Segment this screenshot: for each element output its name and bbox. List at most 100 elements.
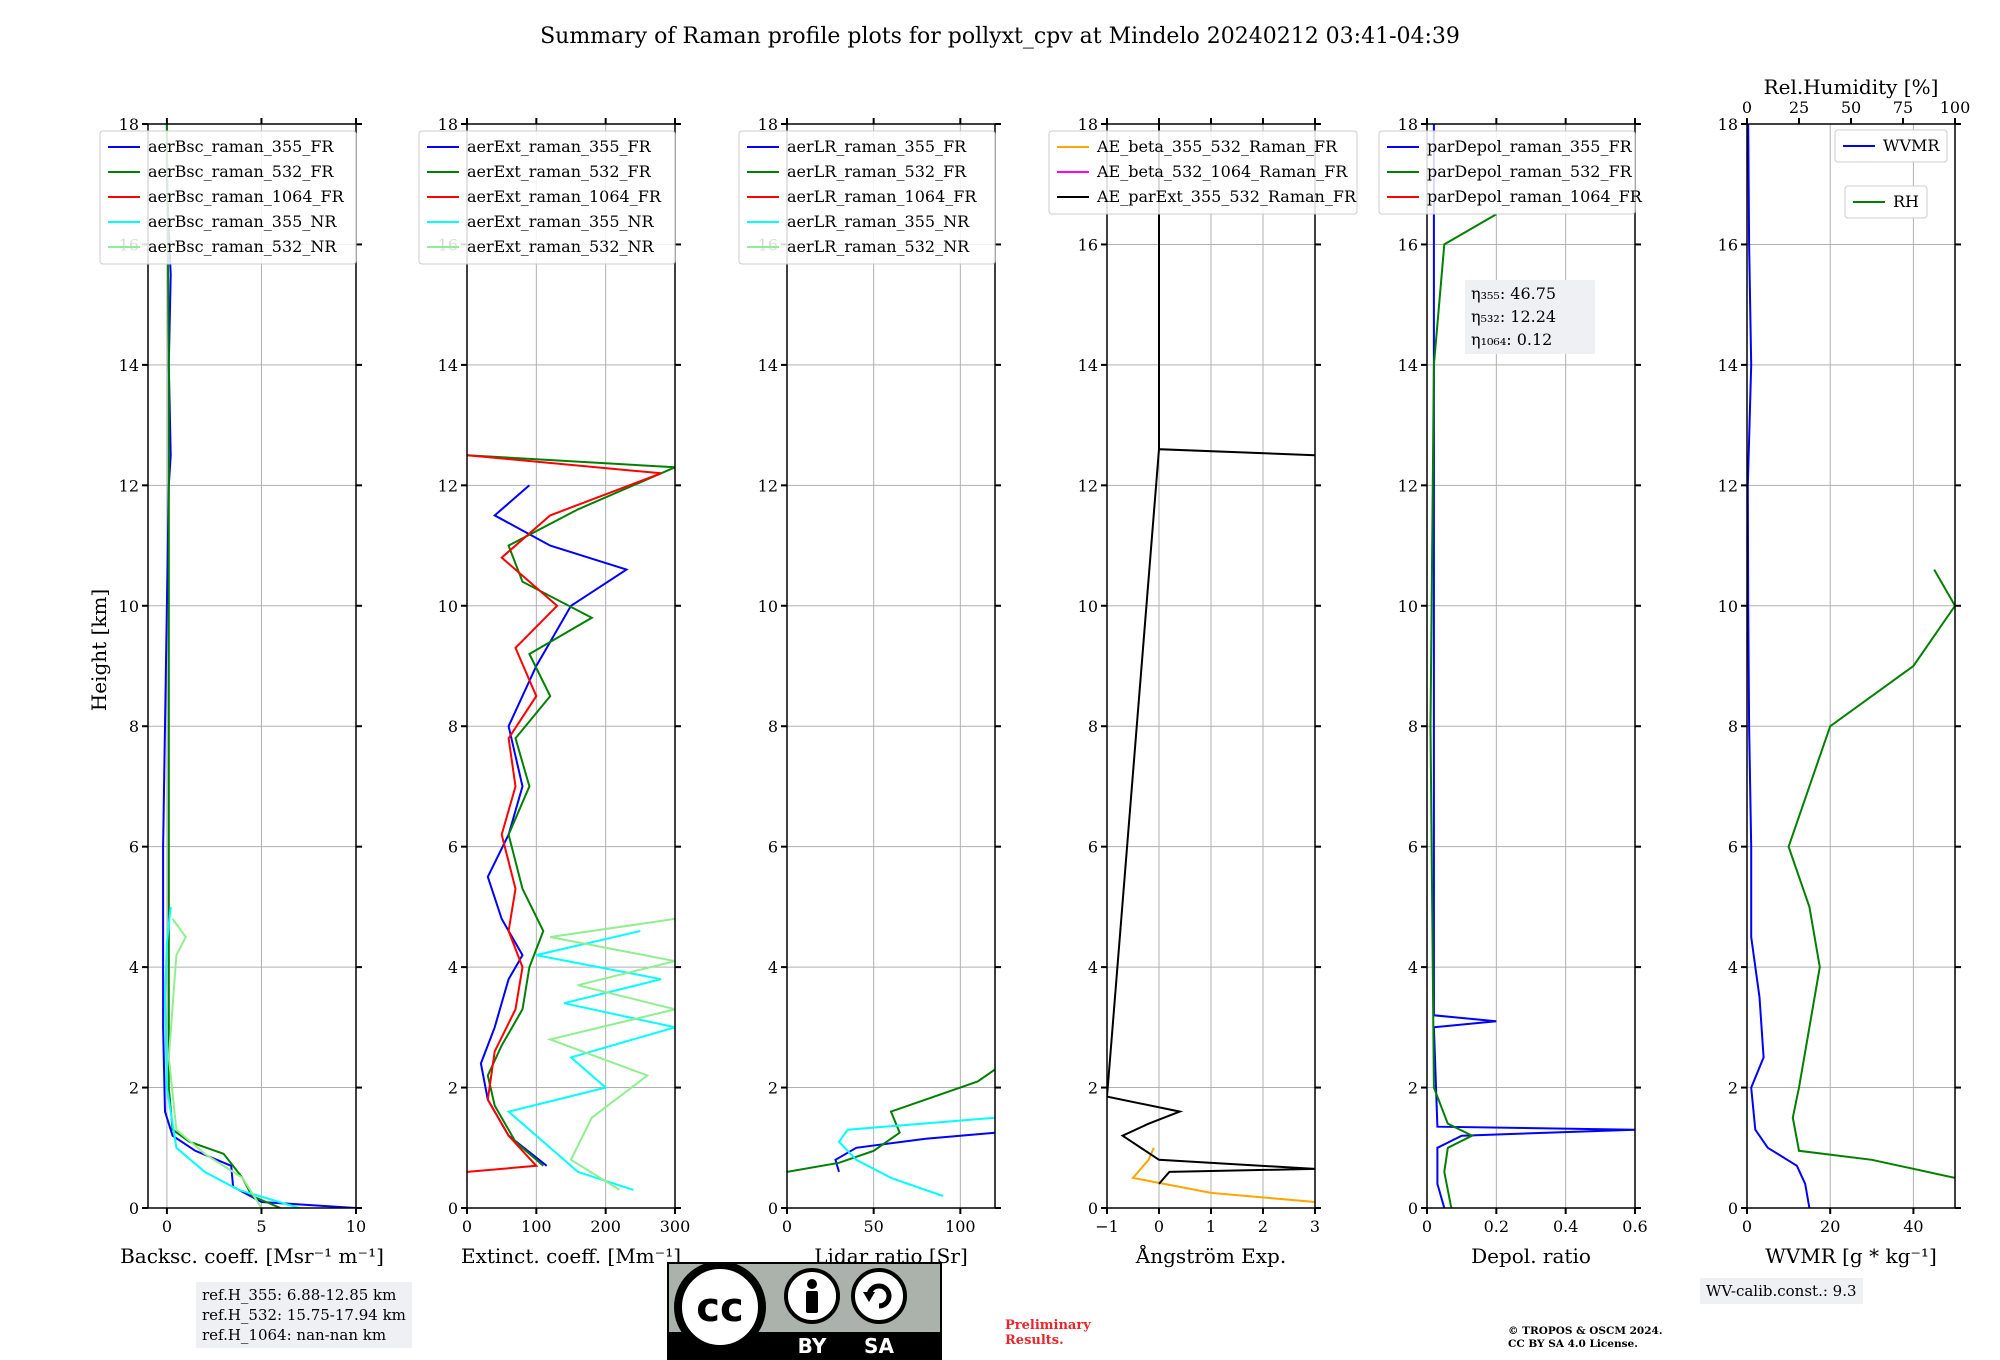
y-tick-label: 12	[1078, 476, 1098, 495]
depol-annotation: η₁₀₆₄: 0.12	[1471, 330, 1552, 349]
by-person-head	[807, 1279, 817, 1289]
axes-frame	[1106, 123, 1316, 1209]
sa-share-alike-icon	[851, 1268, 907, 1324]
y-tick-label: 8	[768, 717, 778, 736]
preliminary-line-1: Preliminary	[1005, 1318, 1091, 1333]
axes-frame	[466, 123, 676, 1209]
y-tick-label: 6	[1088, 838, 1098, 857]
top-x-tick-label: 100	[1940, 98, 1971, 117]
y-tick-label: 14	[1398, 356, 1418, 375]
x-tick-label: 0	[1742, 1217, 1752, 1236]
axes-frame	[1426, 123, 1636, 1209]
x-tick-label: 0.6	[1622, 1217, 1647, 1236]
legend: aerBsc_raman_355_FR aerBsc_raman_532_FRae…	[99, 130, 357, 265]
series-line-aerLR_raman_532_FR	[787, 1068, 995, 1173]
series-group	[1107, 124, 1315, 1203]
y-tick-label: 8	[129, 717, 139, 736]
y-tick-label: 12	[119, 476, 139, 495]
y-tick-label: 4	[768, 958, 778, 977]
y-tick-label: 2	[448, 1079, 458, 1098]
y-tick-label: 6	[1408, 838, 1418, 857]
cc-by-sa-license-badge: cc BY SA	[667, 1262, 942, 1360]
legend-entry: aerExt_raman_1064_FR	[467, 187, 662, 206]
top-x-tick-label: 75	[1893, 98, 1913, 117]
x-tick-label: 5	[256, 1217, 266, 1236]
y-tick-label: 4	[129, 958, 139, 977]
y-tick-label: 0	[1088, 1199, 1098, 1218]
legend-rh: RH	[1844, 185, 1928, 219]
x-tick-label: 100	[945, 1217, 976, 1236]
series-line-aerExt_raman_532_NR	[546, 917, 675, 1191]
y-tick-label: 16	[1398, 235, 1418, 254]
x-tick-label: 300	[660, 1217, 691, 1236]
legend-entry: aerExt_raman_355_NR	[467, 212, 655, 231]
axes-frame	[786, 123, 996, 1209]
y-tick-label: 16	[1718, 235, 1738, 254]
x-tick-label: 20	[1820, 1217, 1840, 1236]
y-tick-label: 18	[758, 115, 778, 134]
license-by-label: BY	[798, 1334, 827, 1358]
copyright-line-2: CC BY SA 4.0 License.	[1508, 1338, 1638, 1350]
legend-entry: parDepol_raman_1064_FR	[1427, 187, 1643, 206]
series-line-AE_beta_355_532_Raman_FR	[1131, 1147, 1315, 1203]
series-line-aerExt_raman_532_FR	[467, 454, 675, 1167]
x-axis-label: Backsc. coeff. [Msr⁻¹ m⁻¹]	[120, 1244, 384, 1268]
preliminary-line-2: Results.	[1005, 1333, 1064, 1348]
series-line-aerBsc_raman_532_FR	[165, 124, 281, 1208]
x-tick-label: 100	[521, 1217, 552, 1236]
legend: parDepol_raman_355_FR parDepol_raman_532_…	[1378, 130, 1643, 215]
legend-entry: aerBsc_raman_1064_FR	[148, 187, 345, 206]
series-line-aerExt_raman_355_FR	[479, 484, 629, 1167]
panel-bsc: 0246810121416180510Backsc. coeff. [Msr⁻¹…	[99, 115, 384, 1268]
legend-entry: aerExt_raman_532_FR	[467, 162, 652, 181]
legend-entry: aerLR_raman_355_NR	[787, 212, 970, 231]
series-line-AE_parExt_355_532_Raman_FR	[1107, 124, 1315, 1185]
legend-entry: aerExt_raman_532_NR	[467, 237, 655, 256]
y-tick-label: 8	[448, 717, 458, 736]
legend: aerLR_raman_355_FR aerLR_raman_532_FR aerL…	[738, 130, 996, 265]
sa-arrowhead	[863, 1292, 875, 1302]
y-tick-label: 12	[1398, 476, 1418, 495]
x-axis-label: Depol. ratio	[1471, 1244, 1591, 1268]
x-axis-label: Extinct. coeff. [Mm⁻¹]	[461, 1244, 681, 1268]
ref-height-532: ref.H_532: 15.75-17.94 km	[202, 1306, 406, 1324]
ref-height-355: ref.H_355: 6.88-12.85 km	[202, 1286, 397, 1304]
y-tick-label: 0	[1728, 1199, 1738, 1218]
series-line-aerBsc_raman_355_FR	[162, 124, 356, 1208]
legend-entry: aerLR_raman_532_NR	[787, 237, 970, 256]
x-axis-label: WVMR [g * kg⁻¹]	[1765, 1244, 1937, 1268]
top-axis-label: Rel.Humidity [%]	[1764, 75, 1939, 99]
y-tick-label: 2	[1408, 1079, 1418, 1098]
legend-entry: AE_parExt_355_532_Raman_FR	[1096, 187, 1357, 206]
series-group	[1747, 124, 1955, 1208]
y-tick-label: 0	[448, 1199, 458, 1218]
y-tick-label: 4	[1728, 958, 1738, 977]
x-tick-label: 0	[1154, 1217, 1164, 1236]
y-tick-label: 10	[1078, 597, 1098, 616]
depol-annotation: η₅₃₂: 12.24	[1471, 307, 1556, 326]
legend-entry: AE_beta_355_532_Raman_FR	[1096, 137, 1338, 156]
y-tick-label: 18	[1078, 115, 1098, 134]
x-tick-label: 200	[590, 1217, 621, 1236]
x-tick-label: 10	[346, 1217, 366, 1236]
legend-entry: WVMR	[1883, 136, 1940, 155]
top-x-tick-label: 0	[1742, 98, 1752, 117]
y-tick-label: 2	[768, 1079, 778, 1098]
y-tick-label: 4	[1408, 958, 1418, 977]
wv-calibration-box: WV-calib.const.: 9.3	[1700, 1278, 1863, 1304]
top-x-tick-label: 50	[1841, 98, 1861, 117]
x-tick-label: 1	[1206, 1217, 1216, 1236]
by-person-body	[806, 1291, 818, 1313]
cc-logo-text: cc	[696, 1285, 743, 1331]
x-tick-label: 0	[462, 1217, 472, 1236]
y-tick-label: 18	[438, 115, 458, 134]
y-tick-label: 18	[1718, 115, 1738, 134]
series-group	[787, 1068, 995, 1197]
depol-annotation: η₃₅₅: 46.75	[1471, 284, 1556, 303]
axes-frame	[1746, 123, 1956, 1209]
x-tick-label: −1	[1095, 1217, 1119, 1236]
x-tick-label: 50	[863, 1217, 883, 1236]
